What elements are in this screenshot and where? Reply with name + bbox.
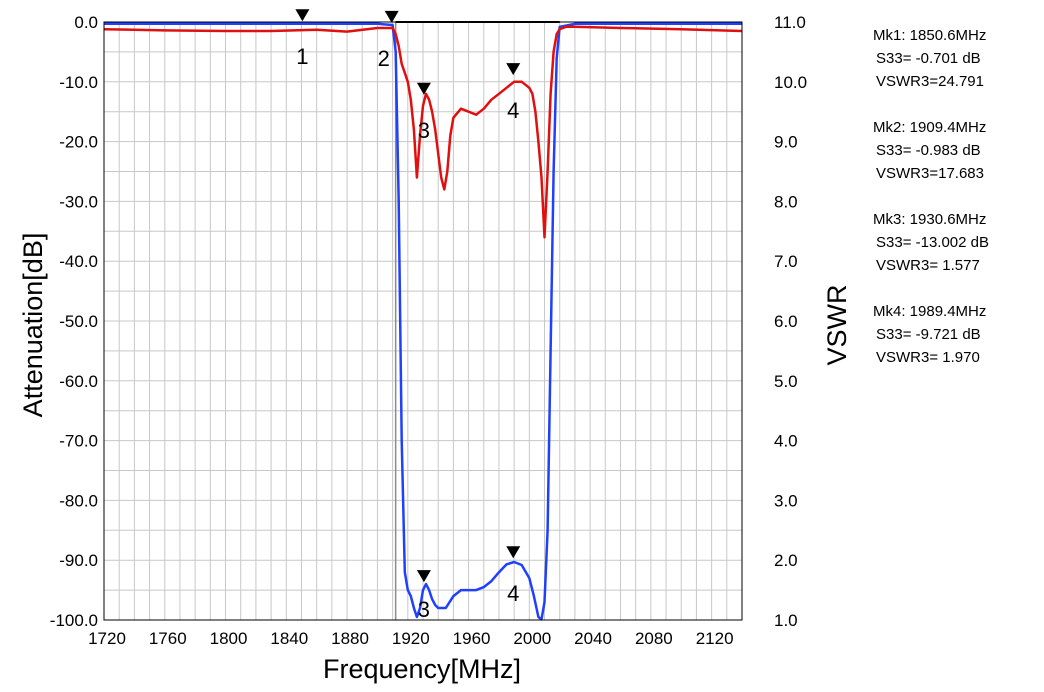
- marker-info-vswr: VSWR3= 1.577: [876, 257, 980, 274]
- x-tick-label: 1920: [392, 629, 430, 648]
- x-tick-label: 1760: [149, 629, 187, 648]
- y-tick-label-right: 10.0: [774, 73, 807, 92]
- y-tick-label-right: 1.0: [774, 611, 798, 630]
- y-tick-label-left: -100.0: [50, 611, 98, 630]
- marker-label: 4: [507, 581, 519, 606]
- marker-info-s33: S33= -13.002 dB: [876, 234, 989, 251]
- y-tick-label-right: 11.0: [774, 13, 806, 32]
- x-tick-label: 1800: [210, 629, 248, 648]
- y-tick-label-right: 9.0: [774, 133, 798, 152]
- y-tick-label-right: 6.0: [774, 312, 798, 331]
- y-tick-label-left: -10.0: [59, 73, 98, 92]
- y-tick-label-left: -70.0: [59, 432, 98, 451]
- x-tick-label: 2040: [574, 629, 612, 648]
- y-tick-label-right: 7.0: [774, 252, 798, 271]
- marker-label: 1: [296, 44, 308, 69]
- y-tick-label-left: -80.0: [59, 491, 98, 510]
- x-tick-label: 2120: [696, 629, 734, 648]
- y-tick-label-right: 4.0: [774, 432, 798, 451]
- y-tick-label-right: 5.0: [774, 372, 798, 391]
- x-tick-label: 2080: [635, 629, 673, 648]
- marker-info-s33: S33= -9.721 dB: [876, 326, 981, 343]
- y-tick-label-left: -60.0: [59, 372, 98, 391]
- marker-label: 3: [418, 118, 430, 143]
- marker-info-vswr: VSWR3=17.683: [876, 165, 984, 182]
- marker-info-vswr: VSWR3=24.791: [876, 73, 984, 90]
- y-axis-title-left: Attenuation[dB]: [18, 233, 48, 418]
- y-tick-label-left: 0.0: [74, 13, 98, 32]
- marker-info-frequency: Mk1: 1850.6MHz: [873, 27, 986, 44]
- x-tick-label: 1720: [88, 629, 126, 648]
- marker-info-s33: S33= -0.701 dB: [876, 50, 981, 67]
- y-axis-title-right: VSWR: [822, 285, 852, 366]
- marker-label: 4: [507, 98, 519, 123]
- y-tick-label-left: -90.0: [59, 551, 98, 570]
- marker-info-frequency: Mk3: 1930.6MHz: [873, 211, 986, 228]
- y-tick-label-left: -40.0: [59, 252, 98, 271]
- marker-info-frequency: Mk2: 1909.4MHz: [873, 119, 986, 136]
- marker-info-vswr: VSWR3= 1.970: [876, 349, 980, 366]
- y-tick-label-right: 2.0: [774, 551, 798, 570]
- marker-label: 2: [378, 46, 390, 71]
- y-tick-label-left: -50.0: [59, 312, 98, 331]
- y-tick-label-right: 8.0: [774, 192, 798, 211]
- y-tick-label-right: 3.0: [774, 491, 798, 510]
- marker-label: 3: [418, 597, 430, 622]
- x-tick-label: 1840: [270, 629, 308, 648]
- y-tick-label-left: -30.0: [59, 192, 98, 211]
- x-tick-label: 2000: [513, 629, 551, 648]
- x-tick-label: 1880: [331, 629, 369, 648]
- x-axis-title: Frequency[MHz]: [323, 654, 521, 684]
- y-tick-label-left: -20.0: [59, 133, 98, 152]
- x-tick-label: 1960: [453, 629, 491, 648]
- marker-info-s33: S33= -0.983 dB: [876, 142, 981, 159]
- marker-info-frequency: Mk4: 1989.4MHz: [873, 303, 986, 320]
